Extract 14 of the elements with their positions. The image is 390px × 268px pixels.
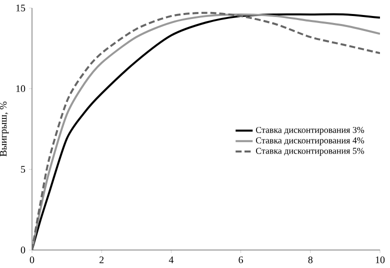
x-tick-label: 4 (168, 256, 174, 264)
x-tick-label: 6 (238, 256, 243, 264)
legend-label: Ставка дисконтирования 5% (256, 148, 364, 156)
legend-label: Ставка дисконтирования 4% (256, 137, 364, 146)
legend-label: Ставка дисконтирования 3% (256, 126, 364, 135)
y-axis-title: Выигрыш, % (0, 102, 9, 156)
y-tick-label: 0 (20, 246, 26, 254)
x-tick-label: 2 (100, 256, 104, 264)
y-tick-label: 15 (16, 4, 26, 12)
x-tick-label: 10 (376, 256, 385, 264)
y-tick-label: 5 (21, 166, 26, 173)
y-tick-label: 10 (16, 85, 26, 92)
x-tick-label: 8 (308, 256, 313, 264)
x-tick-label: 0 (30, 256, 34, 264)
